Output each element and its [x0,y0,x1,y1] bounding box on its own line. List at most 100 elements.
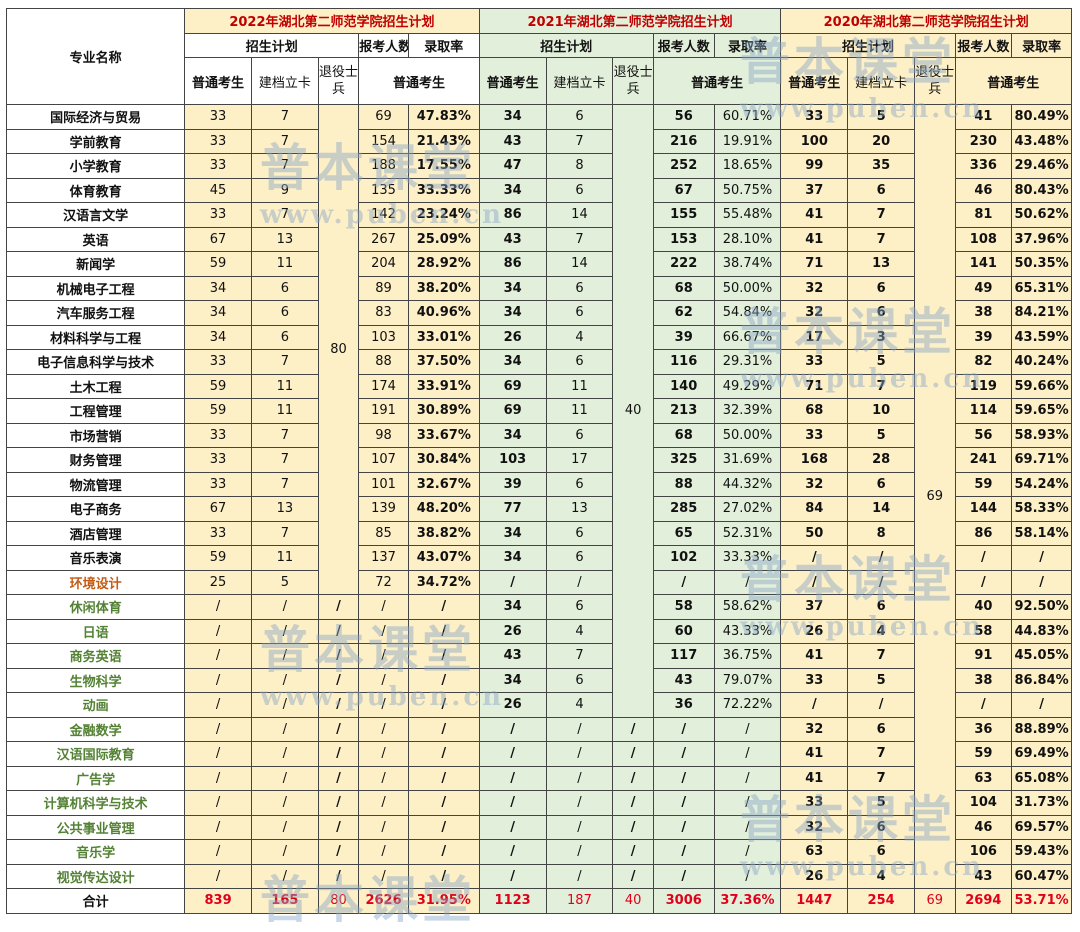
data-cell: / [358,863,409,889]
data-cell: 45.05% [1011,643,1072,669]
data-cell: / [358,716,409,742]
header-2020-rate: 录取率 [1011,32,1072,58]
data-cell: 38.74% [713,251,782,277]
data-cell: 40 [954,594,1013,620]
data-cell: 32.67% [407,471,480,497]
data-cell: 50.35% [1011,251,1072,277]
veteran-2022-empty: / [317,618,360,644]
data-cell: / [652,814,715,840]
data-cell: 6 [545,594,614,620]
data-cell: 69.49% [1011,741,1072,767]
veteran-2022-empty: / [317,716,360,742]
data-cell: 46 [954,814,1013,840]
data-cell: 21.43% [407,128,480,154]
data-cell: 88 [358,349,409,375]
data-cell: 63 [954,765,1013,791]
total-row: 合计 839 165 80 2626 31.95% 1123 187 40 3006 37.36% 1… [5,888,1072,914]
data-cell: 35 [847,153,916,179]
header-2020-regular: 普通考生 [780,57,849,105]
table-row: 休闲体育 / / / //34 6 58 58.62% 37 6 40 92.50% [5,594,1072,620]
data-cell: 13 [847,251,916,277]
data-cell: / [1011,545,1072,571]
table-row: 机械电子工程 34 6 89 38.20% 34 6 68 50.00% 32 6 49 65.31% [5,275,1072,301]
total-cell: 69 [914,888,956,914]
data-cell: 41 [780,202,849,228]
data-cell: 46 [954,177,1013,203]
data-cell: 174 [358,373,409,399]
data-cell: 41 [780,765,849,791]
data-cell: 26 [478,324,547,350]
data-cell: 31.73% [1011,790,1072,816]
header-2021-regular: 普通考生 [478,57,547,105]
data-cell: 33 [184,349,252,375]
data-cell: / [1011,569,1072,595]
table-row: 音乐学 / / / / / / / / //63 6 106 59.43% [5,839,1072,865]
data-cell: / [954,692,1013,718]
data-cell: 154 [358,128,409,154]
data-cell: 6 [545,520,614,546]
total-cell: 1447 [780,888,849,914]
data-cell: 60.71% [713,104,782,130]
data-cell: 33 [184,153,252,179]
data-cell: / [407,643,480,669]
data-cell: 14 [545,251,614,277]
data-cell: 37.50% [407,349,480,375]
data-cell: 68 [780,398,849,424]
header-2021-regular-sub: 普通考生 [652,57,782,105]
data-cell: 58.62% [713,594,782,620]
data-cell: 6 [545,177,614,203]
data-cell: 43 [478,128,547,154]
major-name: 学前教育 [5,128,186,154]
table-row: 汉语言文学 33 7 142 23.24% 86 14 155 55.48% 41 7 81 50.62… [5,202,1072,228]
data-cell: / [358,618,409,644]
total-label: 合计 [5,888,186,914]
data-cell: 7 [250,520,319,546]
data-cell: 91 [954,643,1013,669]
data-cell: / [652,569,715,595]
data-cell: / [184,594,252,620]
data-cell: / [407,667,480,693]
data-cell: 58 [954,618,1013,644]
major-name: 广告学 [5,765,186,791]
total-cell: 839 [184,888,252,914]
data-cell: 6 [847,814,916,840]
data-cell: 72.22% [713,692,782,718]
data-cell: / [184,667,252,693]
major-name: 生物科学 [5,667,186,693]
data-cell: / [358,741,409,767]
data-cell: 43.48% [1011,128,1072,154]
table-row: 体育教育 45 9 135 33.33% 34 6 67 50.75% 37 6 46 80.43% [5,177,1072,203]
data-cell: 77 [478,496,547,522]
data-cell: 34 [478,520,547,546]
table-row: 工程管理 59 11 191 30.89% 69 11 213 32.39% 68 10 114 59.… [5,398,1072,424]
header-2020-regular-sub: 普通考生 [954,57,1073,105]
data-cell: 7 [250,202,319,228]
data-cell: 33.01% [407,324,480,350]
veteran-2020: 69 [914,104,956,889]
data-cell: / [1011,692,1072,718]
table-row: 音乐表演 59 11 137 43.07% 34 6 102 33.33% / / / / [5,545,1072,571]
data-cell: / [478,741,547,767]
data-cell: / [713,716,782,742]
data-cell: / [545,569,614,595]
data-cell: 7 [847,226,916,252]
data-cell: 32 [780,300,849,326]
table-row: 电子商务 67 13 139 48.20% 77 13 285 27.02% 84 14 144 58.… [5,496,1072,522]
data-cell: 60.47% [1011,863,1072,889]
veteran-2021-empty: / [612,765,654,791]
data-cell: 9 [250,177,319,203]
data-cell: 103 [478,447,547,473]
header-2021-veteran: 退役士兵 [612,57,654,105]
data-cell: 33 [184,202,252,228]
data-cell: 6 [545,471,614,497]
data-cell: 116 [652,349,715,375]
data-cell: 7 [545,128,614,154]
header-2021-rate: 录取率 [713,32,782,58]
data-cell: 34 [478,275,547,301]
data-cell: 10 [847,398,916,424]
data-cell: 141 [954,251,1013,277]
data-cell: 102 [652,545,715,571]
data-cell: 37 [780,177,849,203]
data-cell: 33 [184,471,252,497]
data-cell: 63 [780,839,849,865]
